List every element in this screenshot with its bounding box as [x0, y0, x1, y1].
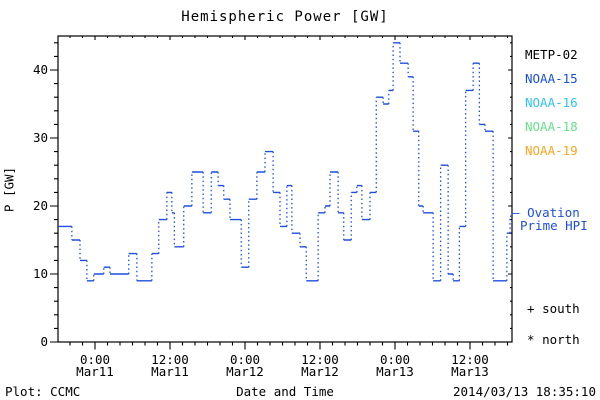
- y-tick-label: 30: [32, 130, 48, 145]
- north-label: north: [542, 332, 580, 347]
- asterisk-symbol-icon: *: [527, 332, 535, 347]
- legend-south-marker: + south: [527, 301, 580, 316]
- legend-item-noaa16: NOAA-16: [525, 95, 578, 110]
- ovation-label-line1: Ovation: [527, 205, 580, 220]
- x-tick-label: 12:00 Mar12: [301, 352, 339, 379]
- plus-symbol-icon: +: [527, 301, 535, 316]
- y-tick-label: 10: [32, 266, 48, 281]
- y-tick-label: 0: [40, 334, 48, 349]
- x-tick-label: 12:00 Mar11: [151, 352, 189, 379]
- y-axis-title: P [GW]: [1, 166, 17, 213]
- ovation-prime-hpi-label: — Ovation Prime HPI: [512, 206, 588, 232]
- legend-item-metp02: METP-02: [525, 47, 578, 62]
- legend-item-noaa19: NOAA-19: [525, 143, 578, 158]
- south-label: south: [542, 301, 580, 316]
- x-axis-title: Date and Time: [236, 384, 334, 399]
- ovation-label-line2: Prime HPI: [520, 218, 588, 233]
- legend-item-noaa15: NOAA-15: [525, 71, 578, 86]
- legend-item-noaa18: NOAA-18: [525, 119, 578, 134]
- plot-timestamp: 2014/03/13 18:35:10: [453, 384, 596, 399]
- y-tick-label: 20: [32, 198, 48, 213]
- x-tick-label: 0:00 Mar12: [226, 352, 264, 379]
- plot-source-text: Plot: CCMC: [5, 384, 81, 399]
- line-dash-icon: —: [512, 205, 520, 220]
- legend-north-marker: * north: [527, 332, 580, 347]
- x-tick-label: 0:00 Mar13: [376, 352, 414, 379]
- x-tick-label: 12:00 Mar13: [451, 352, 489, 379]
- chart-title: Hemispheric Power [GW]: [181, 9, 389, 25]
- y-tick-label: 40: [32, 62, 48, 77]
- x-tick-label: 0:00 Mar11: [76, 352, 114, 379]
